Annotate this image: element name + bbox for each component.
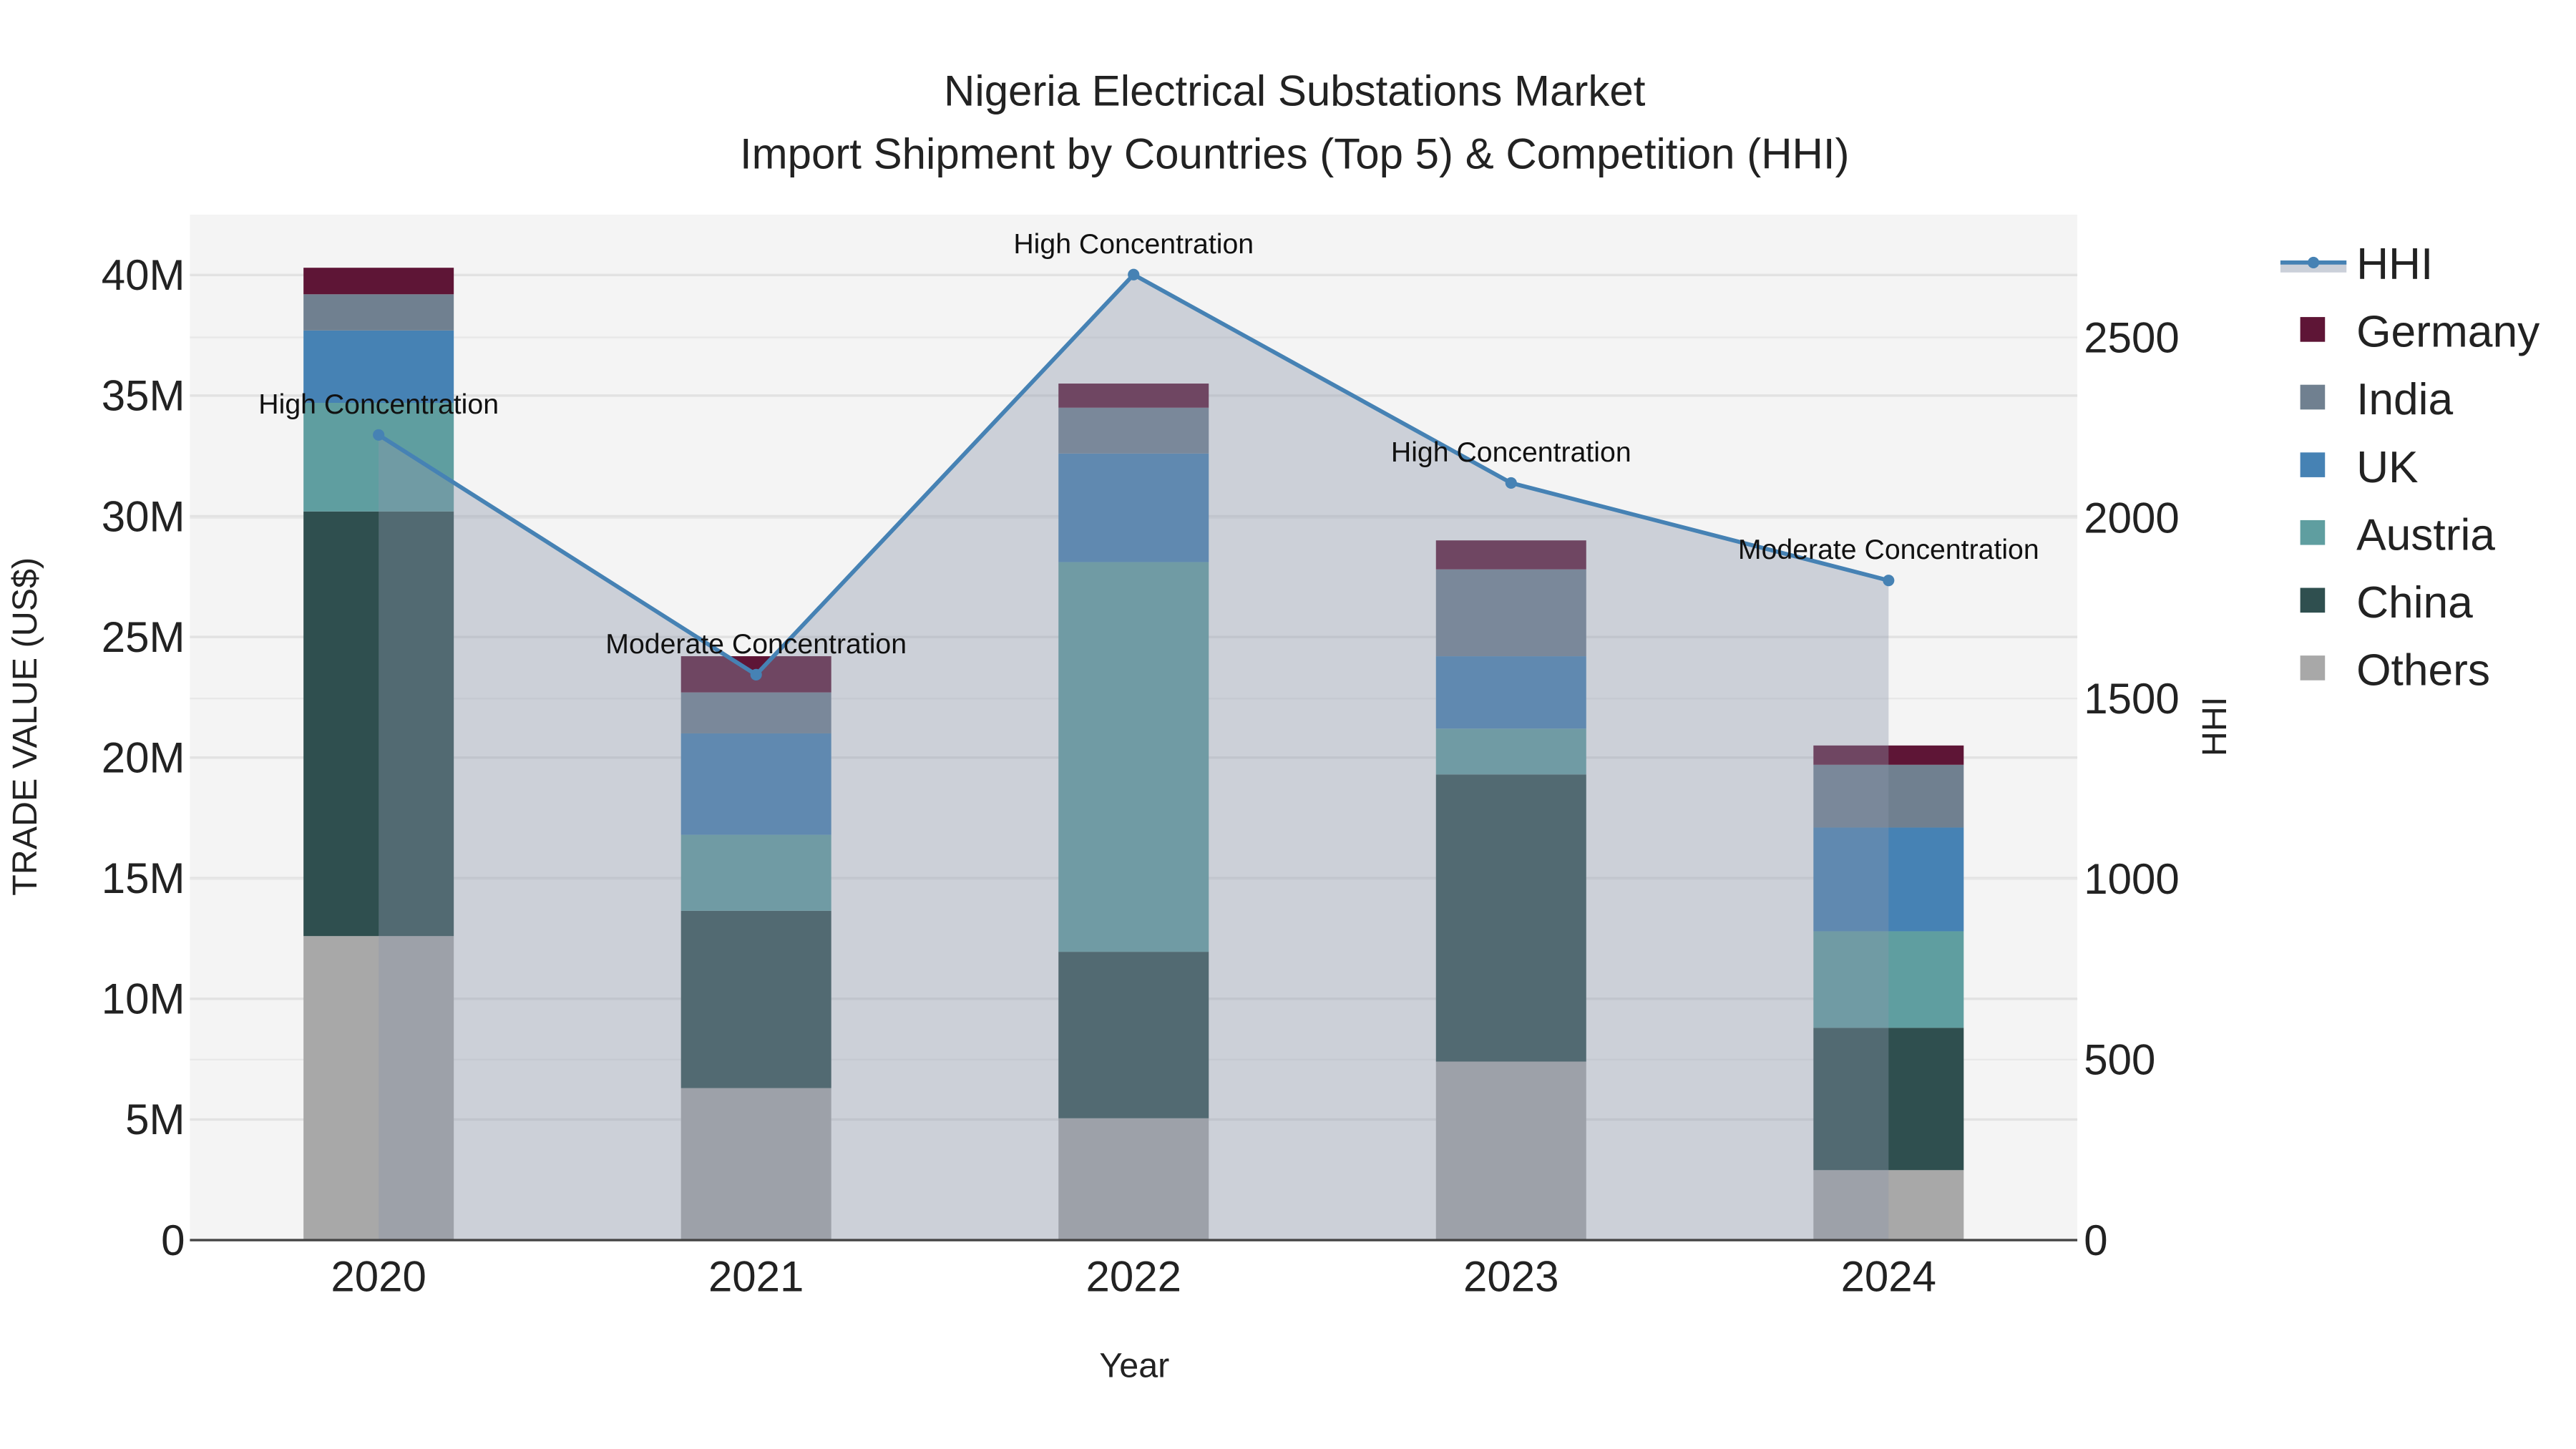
legend-uk-swatch [2300, 452, 2326, 477]
bar-germany-2020 [303, 268, 454, 295]
legend-china-swatch [2300, 587, 2326, 613]
hhi-point-2020 [373, 429, 385, 441]
hhi-annotation: Moderate Concentration [605, 628, 907, 660]
bar-germany-2024 [1813, 745, 1964, 765]
y-tick-label: 35M [102, 372, 185, 420]
x-tick-label: 2020 [331, 1253, 426, 1301]
bar-uk-2020 [303, 330, 454, 404]
x-axis-label: Year [1099, 1347, 1169, 1385]
legend-india-label: India [2356, 375, 2453, 424]
y-tick-label: 5M [125, 1096, 185, 1143]
bar-austria-2020 [303, 403, 454, 512]
bar-india-2024 [1813, 764, 1964, 828]
bar-austria-2023 [1435, 728, 1586, 775]
y-tick-label: 40M [102, 251, 185, 299]
hhi-point-2022 [1128, 268, 1140, 280]
legend-uk-label: UK [2356, 443, 2419, 492]
legend-hhi-label: HHI [2356, 240, 2433, 289]
hhi-annotation: High Concentration [1013, 228, 1254, 260]
bar-china-2020 [303, 511, 454, 937]
hhi-annotation: Moderate Concentration [1738, 534, 2039, 565]
bar-india-2020 [303, 294, 454, 331]
x-tick-label: 2022 [1085, 1253, 1181, 1301]
x-tick-label: 2023 [1463, 1253, 1558, 1301]
y-tick-label: 20M [102, 733, 185, 781]
hhi-point-2021 [750, 668, 762, 680]
bar-austria-2022 [1058, 562, 1209, 952]
y2-tick-label: 0 [2084, 1216, 2107, 1264]
y2-axis-label: HHI [2195, 697, 2234, 756]
y2-tick-label: 1500 [2084, 675, 2179, 723]
chart-title-line1: Nigeria Electrical Substations Market [944, 67, 1646, 115]
legend-others-swatch [2300, 655, 2326, 680]
y-tick-label: 25M [102, 613, 185, 661]
bar-uk-2023 [1435, 656, 1586, 729]
bar-india-2022 [1058, 407, 1209, 454]
hhi-annotation: High Concentration [258, 389, 499, 420]
hhi-point-2023 [1505, 477, 1517, 489]
y-tick-label: 0 [161, 1216, 185, 1264]
legend-china-label: China [2356, 578, 2473, 628]
hhi-point-2024 [1883, 575, 1895, 587]
bar-india-2021 [680, 692, 831, 733]
bar-germany-2023 [1435, 540, 1586, 570]
legend-others-label: Others [2356, 646, 2490, 696]
bar-others-2023 [1435, 1061, 1586, 1241]
bar-china-2023 [1435, 774, 1586, 1062]
bar-india-2023 [1435, 569, 1586, 657]
legend-austria-swatch [2300, 519, 2326, 545]
legend: HHI Germany India UK Austria China Others [2280, 240, 2540, 696]
legend-hhi-marker-icon [2308, 256, 2320, 268]
legend-germany-swatch [2300, 317, 2326, 342]
bar-others-2022 [1058, 1118, 1209, 1241]
legend-germany-label: Germany [2356, 308, 2540, 357]
chart-title-line2: Import Shipment by Countries (Top 5) & C… [740, 130, 1850, 177]
y-tick-label: 10M [102, 975, 185, 1023]
y-axis-label: TRADE VALUE (US$) [6, 557, 44, 896]
bar-others-2021 [680, 1088, 831, 1241]
hhi-area [379, 274, 1889, 1241]
y-tick-label: 30M [102, 492, 185, 540]
bar-china-2021 [680, 910, 831, 1088]
hhi-annotation: High Concentration [1391, 436, 1631, 468]
bar-others-2024 [1813, 1170, 1964, 1241]
y2-tick-label: 500 [2084, 1036, 2155, 1084]
y2-tick-label: 2500 [2084, 313, 2179, 361]
x-tick-label: 2021 [708, 1253, 804, 1301]
legend-austria-label: Austria [2356, 510, 2495, 560]
bar-china-2024 [1813, 1028, 1964, 1171]
bar-uk-2021 [680, 733, 831, 835]
y-tick-label: 15M [102, 854, 185, 902]
x-tick-label: 2024 [1841, 1253, 1936, 1301]
bar-uk-2022 [1058, 453, 1209, 562]
bar-austria-2021 [680, 834, 831, 911]
y2-tick-label: 2000 [2084, 494, 2179, 542]
legend-india-swatch [2300, 384, 2326, 410]
y2-tick-label: 1000 [2084, 855, 2179, 903]
bar-china-2022 [1058, 952, 1209, 1118]
bar-uk-2024 [1813, 827, 1964, 932]
bar-germany-2022 [1058, 384, 1209, 408]
bar-austria-2024 [1813, 931, 1964, 1028]
bar-others-2020 [303, 936, 454, 1241]
